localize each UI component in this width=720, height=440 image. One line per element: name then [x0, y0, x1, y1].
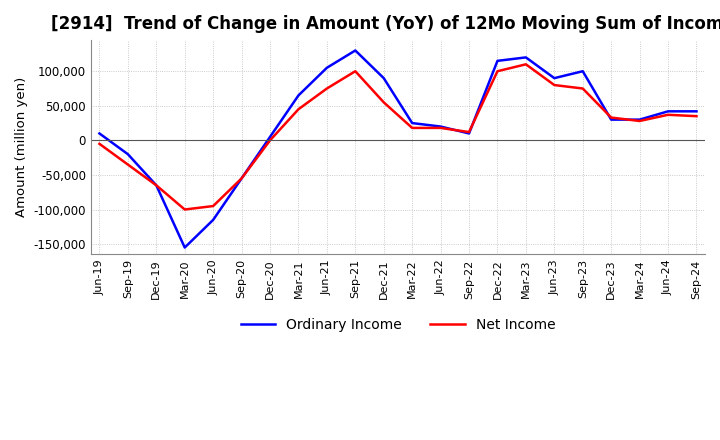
Legend: Ordinary Income, Net Income: Ordinary Income, Net Income: [235, 312, 561, 337]
Line: Ordinary Income: Ordinary Income: [99, 51, 696, 248]
Net Income: [95, 141, 104, 147]
Title: [2914]  Trend of Change in Amount (YoY) of 12Mo Moving Sum of Incomes: [2914] Trend of Change in Amount (YoY) o…: [51, 15, 720, 33]
Ordinary Income: [379, 76, 388, 81]
Ordinary Income: [181, 245, 189, 250]
Ordinary Income: [124, 151, 132, 157]
Net Income: [152, 183, 161, 188]
Ordinary Income: [152, 183, 161, 188]
Ordinary Income: [323, 65, 331, 70]
Ordinary Income: [436, 124, 445, 129]
Ordinary Income: [464, 131, 473, 136]
Net Income: [692, 114, 701, 119]
Net Income: [238, 176, 246, 181]
Net Income: [294, 106, 303, 112]
Net Income: [124, 162, 132, 167]
Net Income: [578, 86, 587, 91]
Ordinary Income: [294, 93, 303, 98]
Line: Net Income: Net Income: [99, 64, 696, 209]
Net Income: [351, 69, 359, 74]
Net Income: [323, 86, 331, 91]
Net Income: [521, 62, 530, 67]
Ordinary Income: [493, 58, 502, 63]
Net Income: [181, 207, 189, 212]
Ordinary Income: [578, 69, 587, 74]
Net Income: [607, 115, 616, 120]
Net Income: [464, 129, 473, 135]
Ordinary Income: [692, 109, 701, 114]
Ordinary Income: [95, 131, 104, 136]
Y-axis label: Amount (million yen): Amount (million yen): [15, 77, 28, 217]
Net Income: [209, 203, 217, 209]
Net Income: [635, 118, 644, 124]
Ordinary Income: [607, 117, 616, 122]
Ordinary Income: [266, 134, 274, 139]
Ordinary Income: [209, 217, 217, 223]
Ordinary Income: [351, 48, 359, 53]
Ordinary Income: [664, 109, 672, 114]
Net Income: [379, 100, 388, 105]
Net Income: [408, 125, 416, 131]
Ordinary Income: [521, 55, 530, 60]
Net Income: [493, 69, 502, 74]
Ordinary Income: [408, 121, 416, 126]
Net Income: [436, 125, 445, 131]
Net Income: [266, 138, 274, 143]
Ordinary Income: [550, 76, 559, 81]
Ordinary Income: [238, 176, 246, 181]
Net Income: [664, 112, 672, 117]
Net Income: [550, 82, 559, 88]
Ordinary Income: [635, 117, 644, 122]
